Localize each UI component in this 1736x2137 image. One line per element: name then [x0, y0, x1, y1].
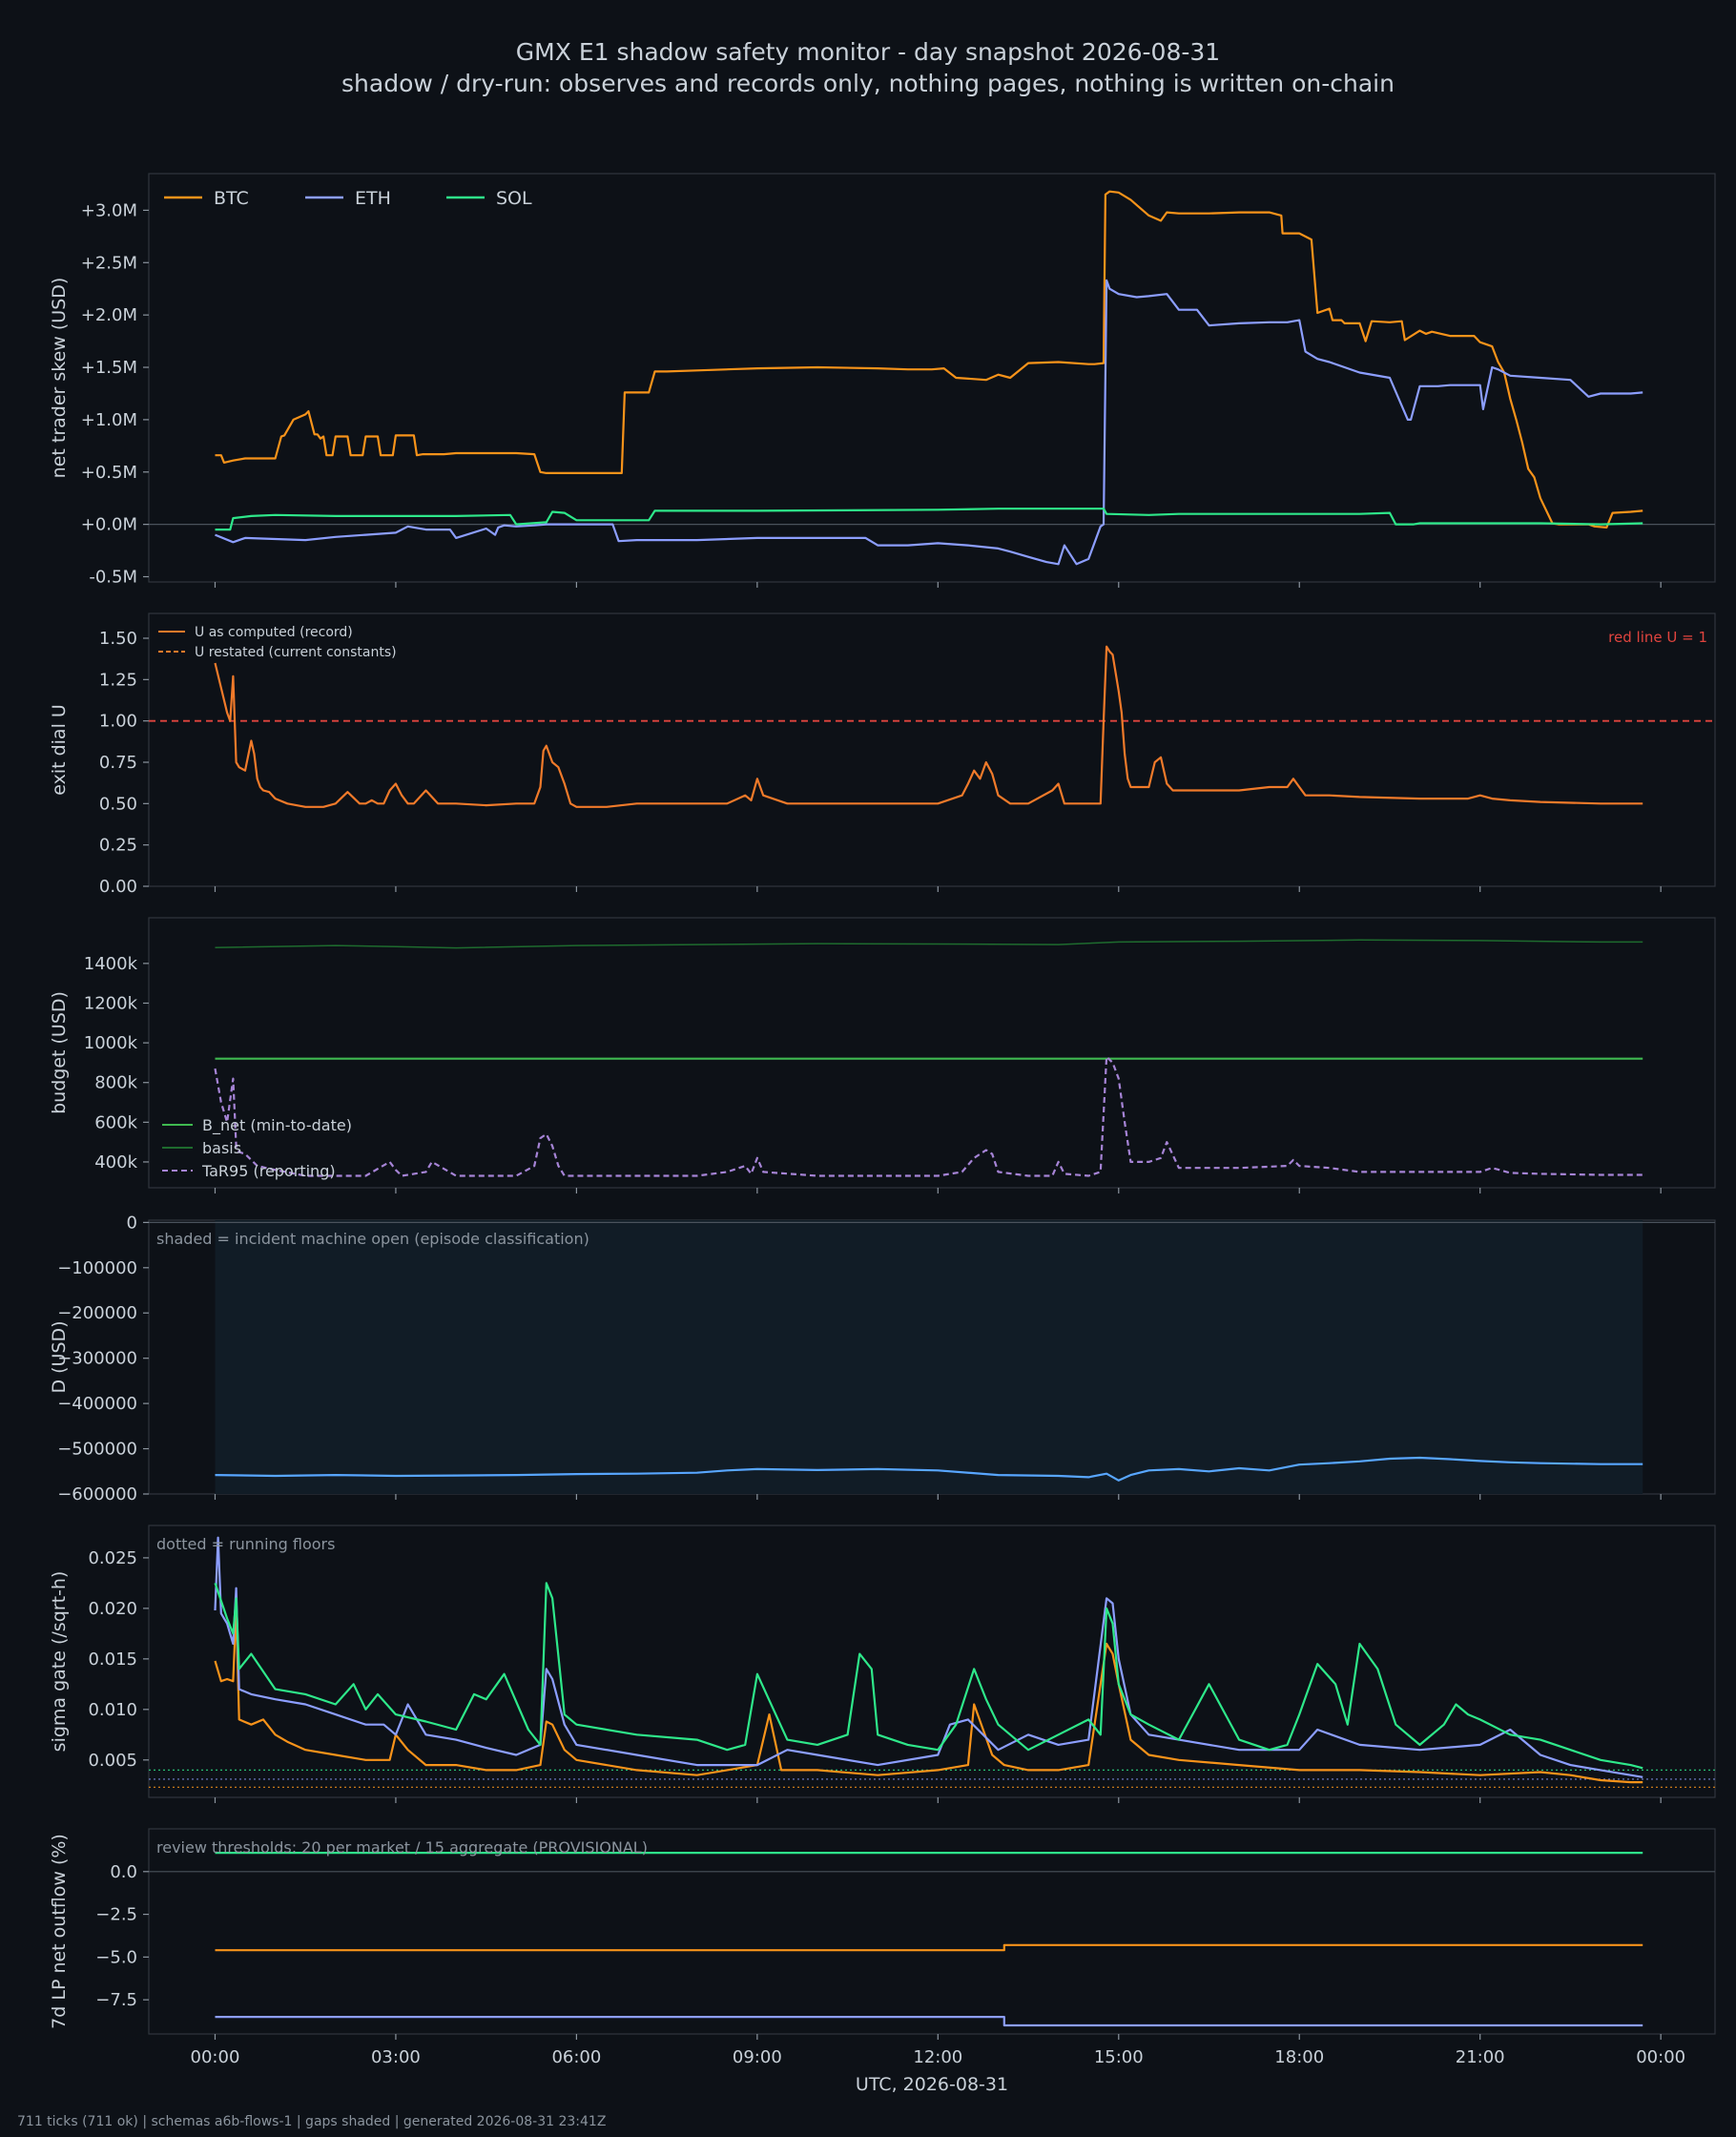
- plot-frame: [148, 173, 1716, 583]
- panel-annotation: review thresholds: 20 per market / 15 ag…: [156, 1838, 648, 1857]
- x-axis-label: UTC, 2026-08-31: [856, 2074, 1008, 2095]
- chart-title: GMX E1 shadow safety monitor - day snaps…: [515, 38, 1221, 66]
- y-tick-label: 0.010: [88, 1700, 137, 1720]
- y-axis-label: net trader skew (USD): [49, 278, 70, 479]
- y-axis-label: budget (USD): [49, 991, 70, 1114]
- x-tick-label: 18:00: [1274, 2047, 1324, 2067]
- y-tick-label: 0.75: [99, 753, 137, 773]
- panel-1: [143, 173, 1716, 588]
- legend-label: SOL: [496, 188, 532, 209]
- y-tick-label: 0.025: [88, 1548, 137, 1568]
- y-tick-label: −100000: [57, 1258, 137, 1278]
- y-tick-label: +2.0M: [81, 305, 137, 325]
- y-tick-label: −600000: [57, 1484, 137, 1504]
- series-line-u: [214, 645, 1643, 808]
- y-tick-label: −300000: [57, 1349, 137, 1369]
- x-tick-label: 21:00: [1456, 2047, 1505, 2067]
- y-tick-label: 1.50: [99, 629, 137, 649]
- y-tick-label: 0.25: [99, 836, 137, 856]
- y-tick-label: 1400k: [84, 954, 138, 974]
- y-tick-label: 1.00: [99, 712, 137, 732]
- y-tick-label: 800k: [94, 1073, 137, 1093]
- x-tick-label: 06:00: [551, 2047, 601, 2067]
- series-line-sol: [214, 1582, 1643, 1770]
- y-axis-label: 7d LP net outflow (%): [49, 1834, 70, 2029]
- y-tick-label: +2.5M: [81, 253, 137, 273]
- series-line-d: [215, 1456, 1643, 1482]
- series-line-eth: [215, 279, 1643, 566]
- y-tick-label: +1.5M: [81, 358, 137, 378]
- plot-frame: [148, 1828, 1716, 2035]
- series-line-eth: [214, 1536, 1643, 1778]
- y-tick-label: +0.0M: [81, 515, 137, 535]
- series-line-btc: [215, 190, 1643, 529]
- incident-shade: [215, 1220, 1643, 1494]
- y-tick-label: −500000: [57, 1440, 137, 1460]
- x-tick-label: 12:00: [913, 2047, 962, 2067]
- panel-4: [143, 1219, 1716, 1500]
- y-tick-label: −200000: [57, 1303, 137, 1323]
- y-tick-label: 0.020: [88, 1599, 137, 1619]
- series-line-basis: [215, 939, 1643, 949]
- y-tick-label: +3.0M: [81, 200, 137, 220]
- x-tick-label: 00:00: [191, 2047, 240, 2067]
- footer-status: 711 ticks (711 ok) | schemas a6b-flows-1…: [17, 2114, 607, 2129]
- y-tick-label: -0.5M: [89, 568, 137, 588]
- legend-label: basis: [202, 1139, 241, 1157]
- series-line-tar95: [214, 1055, 1643, 1177]
- legend-label: ETH: [355, 188, 391, 209]
- panel-5: [143, 1525, 1716, 1803]
- plot-frame: [148, 612, 1716, 887]
- plot-frame: [148, 917, 1716, 1189]
- x-tick-label: 03:00: [371, 2047, 421, 2067]
- y-tick-label: −400000: [57, 1394, 137, 1414]
- x-tick-label: 09:00: [733, 2047, 782, 2067]
- legend-label: U as computed (record): [195, 625, 353, 640]
- x-tick-label: 15:00: [1094, 2047, 1144, 2067]
- y-tick-label: −2.5: [95, 1905, 137, 1925]
- y-tick-label: 1200k: [84, 993, 138, 1013]
- series-line-eth: [215, 2016, 1643, 2027]
- series-line-btc: [215, 1943, 1643, 1952]
- series-line-sol: [215, 508, 1643, 531]
- y-tick-label: 0.005: [88, 1751, 137, 1771]
- y-tick-label: 0.0: [110, 1862, 137, 1882]
- y-tick-label: 0.50: [99, 794, 137, 814]
- y-tick-label: 1000k: [84, 1033, 138, 1053]
- legend-label: U restated (current constants): [195, 645, 397, 660]
- legend-label: TaR95 (reporting): [201, 1162, 336, 1180]
- plot-frame: [148, 1525, 1716, 1798]
- panel-annotation: dotted = running floors: [156, 1535, 335, 1553]
- y-tick-label: −5.0: [95, 1947, 137, 1967]
- panel-3: [143, 917, 1716, 1193]
- x-tick-label: 00:00: [1636, 2047, 1685, 2067]
- y-tick-label: 0: [127, 1213, 137, 1233]
- panel-annotation: shaded = incident machine open (episode …: [156, 1230, 589, 1248]
- y-tick-label: 0.015: [88, 1649, 137, 1670]
- y-axis-label: D (USD): [49, 1320, 70, 1393]
- y-tick-label: 0.00: [99, 877, 137, 897]
- panel-2: [143, 612, 1716, 892]
- legend-label: BTC: [214, 188, 249, 209]
- y-tick-label: 400k: [94, 1152, 137, 1172]
- y-tick-label: +1.0M: [81, 410, 137, 430]
- red-line-label: red line U = 1: [1608, 629, 1707, 646]
- y-axis-label: exit dial U: [49, 704, 70, 796]
- y-axis-label: sigma gate (/sqrt-h): [49, 1571, 70, 1753]
- y-tick-label: −7.5: [95, 1990, 137, 2010]
- y-tick-label: 1.25: [99, 670, 137, 690]
- legend-label: B_net (min-to-date): [202, 1116, 352, 1135]
- y-tick-label: 600k: [94, 1112, 137, 1132]
- chart-subtitle: shadow / dry-run: observes and records o…: [341, 70, 1395, 97]
- y-tick-label: +0.5M: [81, 463, 137, 483]
- panel-6: [143, 1828, 1716, 2040]
